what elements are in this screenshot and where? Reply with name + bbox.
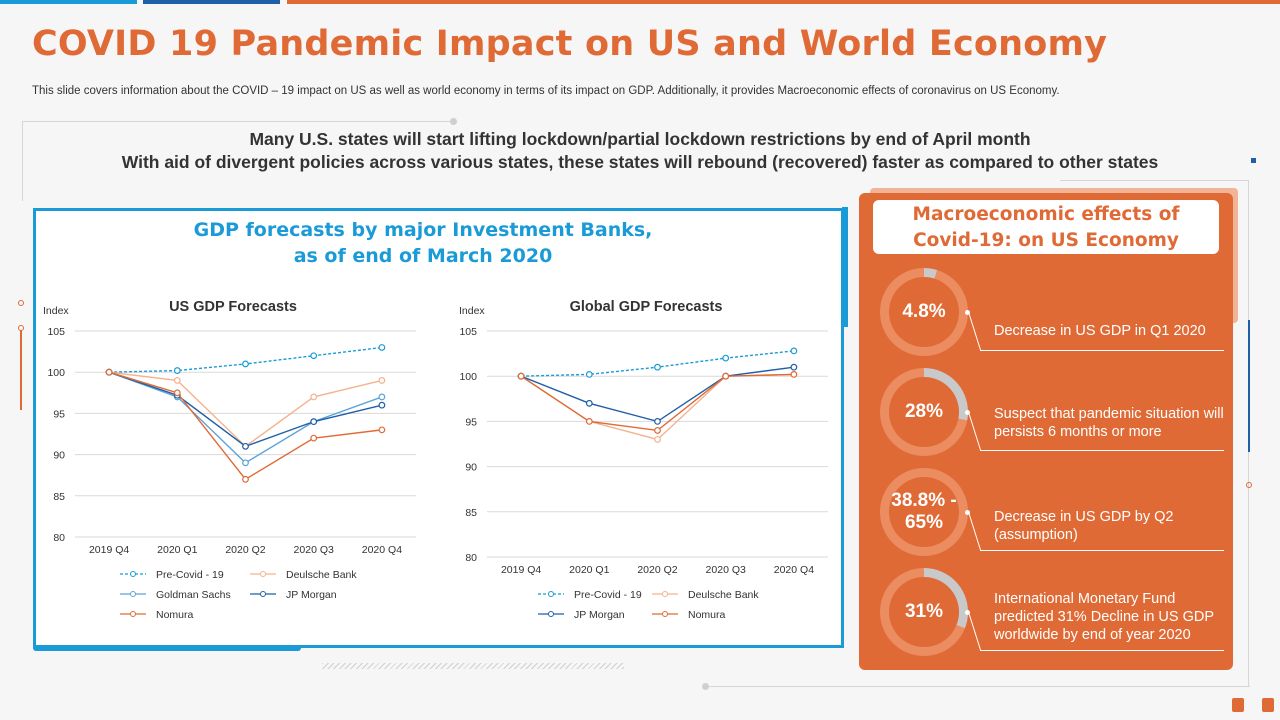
stat-value-text: 31% — [904, 601, 944, 622]
top-accent-bar-orange — [287, 0, 1280, 4]
headline-2: With aid of divergent policies across va… — [121, 152, 1159, 172]
gdp-panel-bottom-accent — [33, 646, 301, 651]
gdp-panel-accent — [842, 207, 848, 327]
headline-1: Many U.S. states will start lifting lock… — [249, 129, 1031, 149]
stat-description: Decrease in US GDP in Q1 2020 — [994, 323, 1206, 339]
decorative-stripe — [322, 663, 624, 669]
stat-description: International Monetary Fund predicted 31… — [994, 591, 1214, 643]
stat-ring-4: 31% — [880, 568, 968, 656]
page-subtitle: This slide covers information about the … — [32, 85, 1060, 97]
stat-underline — [980, 550, 1224, 551]
stat-value: 4.8% — [880, 268, 968, 356]
gdp-forecast-panel — [33, 208, 844, 648]
macro-title-line2: Covid-19: on US Economy — [913, 230, 1179, 251]
frame-dot — [450, 118, 457, 125]
stat-connector-dot — [965, 510, 970, 515]
frame-line-right-top — [1060, 180, 1248, 181]
gdp-panel-title: GDP forecasts by major Investment Banks,… — [33, 217, 813, 269]
stat-value-text: 38.8% - — [891, 490, 957, 511]
stat-underline — [980, 450, 1224, 451]
stat-underline — [980, 350, 1224, 351]
macro-panel-title: Macroeconomic effects of Covid-19: on US… — [873, 200, 1219, 254]
deco-bar-blue-right — [1248, 320, 1250, 452]
stat-ring-1: 4.8% — [880, 268, 968, 356]
deco-ring-right — [1246, 482, 1252, 488]
stat-value: 31% — [880, 568, 968, 656]
deco-ring-left-1 — [18, 300, 24, 306]
stat-ring-inner — [889, 377, 959, 447]
stat-value: 28% — [880, 368, 968, 456]
stat-value-text: 4.8% — [902, 301, 946, 322]
stat-connector-dot — [965, 310, 970, 315]
stat-description: Decrease in US GDP by Q2 (assumption) — [994, 509, 1174, 543]
frame-line-top — [22, 121, 454, 122]
deco-line-left-orange — [20, 330, 22, 410]
stat-ring-3: 38.8% -65% — [880, 468, 968, 556]
stat-value: 38.8% -65% — [880, 468, 968, 556]
top-accent-bar-blue-1 — [0, 0, 137, 4]
gdp-title-line1: GDP forecasts by major Investment Banks, — [193, 219, 653, 241]
stat-connector-dot — [965, 610, 970, 615]
top-accent-bar-blue-2 — [143, 0, 280, 4]
stat-ring-inner — [889, 577, 959, 647]
macro-title-line1: Macroeconomic effects of — [912, 204, 1180, 225]
frame-line-bottom — [706, 686, 1250, 687]
stat-ring-inner — [889, 477, 959, 547]
stat-connector-dot — [965, 410, 970, 415]
stat-ring-2: 28% — [880, 368, 968, 456]
deco-ring-left-2 — [18, 325, 24, 331]
stat-value-text: 28% — [904, 401, 944, 422]
deco-square-blue — [1251, 158, 1256, 163]
puzzle-icon-2 — [1262, 698, 1274, 712]
stat-description: Suspect that pandemic situation will per… — [994, 406, 1224, 440]
frame-line-left — [22, 121, 23, 201]
stat-ring-inner — [889, 277, 959, 347]
stat-underline — [980, 650, 1224, 651]
stat-value-text-line2: 65% — [904, 512, 944, 533]
puzzle-icon — [1232, 698, 1244, 712]
frame-dot-bottom — [702, 683, 709, 690]
page-title: COVID 19 Pandemic Impact on US and World… — [32, 24, 1108, 64]
gdp-title-line2: as of end of March 2020 — [293, 245, 553, 267]
